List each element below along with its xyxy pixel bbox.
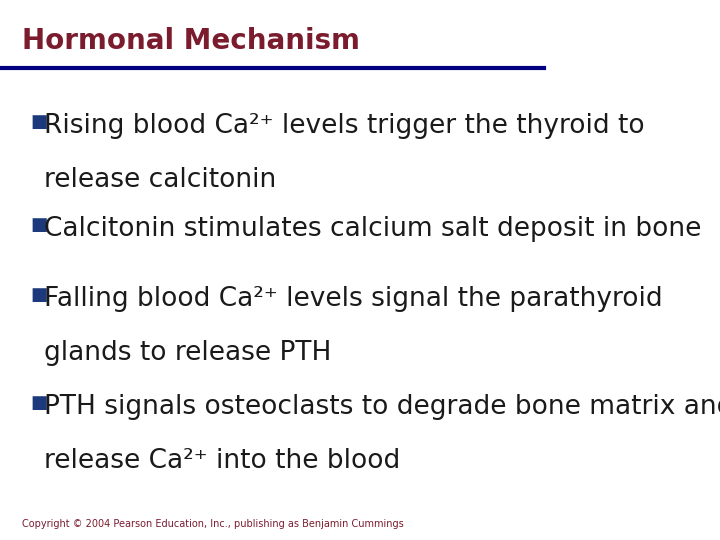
Text: Hormonal Mechanism: Hormonal Mechanism xyxy=(22,27,360,55)
Text: glands to release PTH: glands to release PTH xyxy=(43,340,331,366)
Text: PTH signals osteoclasts to degrade bone matrix and: PTH signals osteoclasts to degrade bone … xyxy=(43,394,720,420)
Text: Copyright © 2004 Pearson Education, Inc., publishing as Benjamin Cummings: Copyright © 2004 Pearson Education, Inc.… xyxy=(22,519,403,529)
Text: Rising blood Ca²⁺ levels trigger the thyroid to: Rising blood Ca²⁺ levels trigger the thy… xyxy=(43,113,644,139)
Text: ■: ■ xyxy=(30,216,48,234)
Text: ■: ■ xyxy=(30,286,48,304)
Text: Falling blood Ca²⁺ levels signal the parathyroid: Falling blood Ca²⁺ levels signal the par… xyxy=(43,286,662,312)
Text: ■: ■ xyxy=(30,113,48,131)
Text: Calcitonin stimulates calcium salt deposit in bone: Calcitonin stimulates calcium salt depos… xyxy=(43,216,701,242)
Text: ■: ■ xyxy=(30,394,48,412)
Text: release Ca²⁺ into the blood: release Ca²⁺ into the blood xyxy=(43,448,400,474)
Text: release calcitonin: release calcitonin xyxy=(43,167,276,193)
